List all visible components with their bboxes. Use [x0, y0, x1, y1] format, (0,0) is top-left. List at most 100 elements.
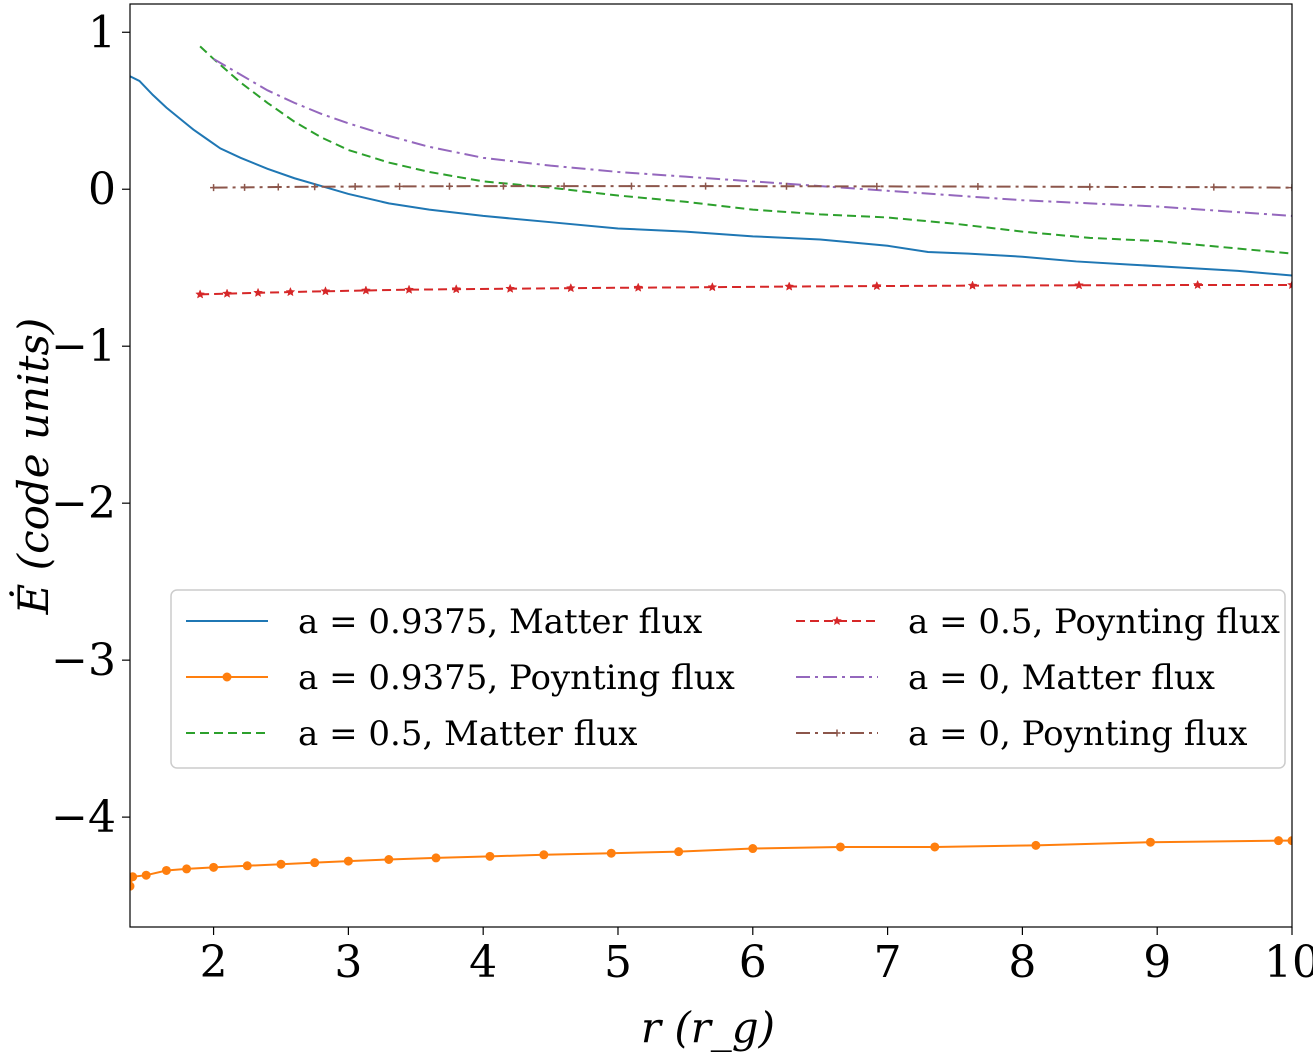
data-point: [707, 282, 718, 292]
data-point: [343, 856, 353, 866]
series-4: [195, 279, 1292, 299]
data-point: [384, 855, 394, 865]
series-3: [199, 45, 1292, 255]
data-point: [485, 851, 495, 861]
data-point: [311, 183, 319, 191]
series-line: [199, 45, 1292, 255]
data-point: [702, 182, 710, 190]
data-point: [835, 842, 845, 852]
x-tick-label: 10: [1264, 937, 1313, 988]
data-point: [242, 861, 252, 871]
x-tick-label: 9: [1143, 937, 1171, 988]
legend-label: a = 0.9375, Matter flux: [298, 602, 702, 642]
data-point: [276, 859, 286, 869]
legend-box: [170, 589, 1286, 769]
data-point: [748, 844, 758, 854]
y-axis: 1 0 −1 −2 −3 −4: [51, 7, 130, 843]
data-point: [674, 847, 684, 857]
legend-entry-1: a = 0.9375, Matter flux: [186, 602, 702, 642]
data-point: [974, 183, 982, 191]
data-point: [130, 881, 135, 891]
legend-entry-2: a = 0.9375, Poynting flux: [186, 658, 735, 698]
x-tick-label: 7: [874, 937, 902, 988]
data-point: [1086, 183, 1094, 191]
data-point: [130, 872, 138, 882]
legend-label: a = 0.5, Matter flux: [298, 714, 637, 754]
data-point: [539, 850, 549, 860]
series-2: [130, 836, 1292, 891]
data-point: [161, 865, 171, 875]
data-point: [784, 281, 795, 291]
legend-label: a = 0, Poynting flux: [908, 714, 1247, 754]
x-axis: 2 3 4 5 6 7 8 9 10: [200, 927, 1313, 988]
y-axis-label: Ė (code units): [8, 318, 58, 616]
plot-frame: [129, 3, 1293, 928]
data-point: [1031, 840, 1041, 850]
series-line: [213, 185, 1292, 189]
data-point: [253, 287, 263, 298]
data-point: [285, 286, 296, 297]
data-point: [1287, 279, 1292, 290]
data-point: [565, 282, 576, 293]
legend-label: a = 0.5, Poynting flux: [908, 602, 1280, 642]
legend: a = 0.9375, Matter flux a = 0.9375, Poynt…: [170, 589, 1286, 769]
data-point: [930, 842, 940, 852]
data-point: [871, 280, 882, 291]
series-6: [210, 182, 1292, 192]
legend-label: a = 0.9375, Poynting flux: [298, 658, 735, 698]
series-line: [130, 75, 1292, 277]
legend-entry-6: a = 0, Poynting flux: [796, 714, 1247, 754]
legend-label: a = 0, Matter flux: [908, 658, 1215, 698]
data-point: [560, 182, 568, 190]
data-point: [451, 284, 462, 294]
legend-entry-5: a = 0, Matter flux: [796, 658, 1215, 698]
data-point: [396, 182, 404, 190]
data-point: [310, 858, 320, 868]
data-point: [320, 286, 331, 296]
data-point: [1145, 837, 1155, 847]
x-axis-label: r (r_g): [641, 1003, 775, 1052]
data-point: [361, 285, 371, 295]
series-1: [130, 75, 1292, 277]
data-point: [627, 182, 635, 190]
x-tick-label: 5: [604, 937, 632, 988]
data-point: [633, 282, 644, 292]
legend-entry-3: a = 0.5, Matter flux: [186, 714, 637, 754]
data-point: [1288, 184, 1292, 192]
y-tick-label: −3: [51, 635, 116, 686]
y-tick-label: 1: [88, 7, 116, 58]
series-layer: [130, 45, 1292, 891]
legend-marker: [833, 729, 841, 737]
data-point: [351, 183, 359, 191]
data-point: [274, 183, 282, 191]
x-tick-label: 3: [334, 937, 362, 988]
legend-entry-4: a = 0.5, Poynting flux: [796, 602, 1280, 642]
x-tick-label: 2: [200, 937, 228, 988]
data-point: [404, 284, 414, 294]
y-tick-label: −4: [51, 792, 116, 843]
series-line: [200, 283, 1292, 296]
data-point: [967, 280, 978, 290]
data-point: [505, 283, 516, 293]
data-point: [1074, 280, 1084, 290]
data-point: [873, 182, 881, 190]
series-5: [213, 58, 1292, 217]
y-tick-label: −2: [51, 478, 116, 529]
data-point: [499, 182, 507, 190]
data-point: [195, 289, 206, 299]
data-point: [222, 288, 232, 298]
series-line: [213, 58, 1292, 217]
legend-marker: [832, 615, 842, 626]
legend-marker: [222, 672, 232, 682]
data-point: [210, 184, 218, 192]
data-point: [445, 182, 453, 190]
y-tick-label: −1: [51, 321, 116, 372]
data-point: [141, 870, 151, 880]
data-point: [606, 848, 616, 858]
data-point: [1274, 836, 1284, 846]
data-point: [1287, 836, 1292, 846]
x-tick-label: 8: [1008, 937, 1036, 988]
y-tick-label: 0: [88, 164, 116, 215]
data-point: [1210, 183, 1218, 191]
